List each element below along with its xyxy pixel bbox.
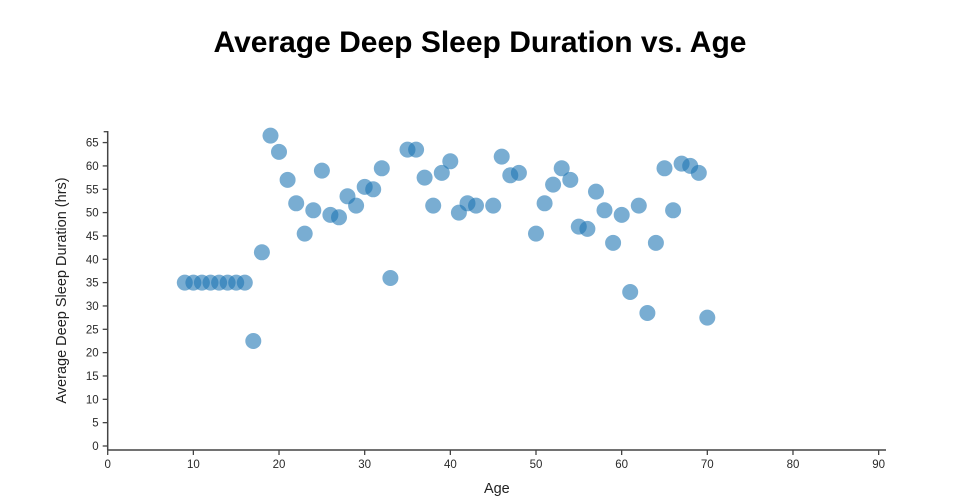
scatter-point	[279, 171, 296, 188]
scatter-point	[553, 160, 570, 177]
scatter-point	[639, 305, 656, 321]
scatter-point	[647, 234, 664, 251]
scatter-point	[305, 202, 322, 219]
x-tick-label: 90	[872, 459, 885, 471]
scatter-point	[485, 197, 502, 214]
y-tick-label: 55	[86, 184, 99, 196]
scatter-point	[236, 274, 253, 291]
x-tick-label: 0	[104, 459, 110, 471]
scatter-point	[699, 309, 716, 326]
x-axis-title: Age	[484, 481, 510, 497]
scatter-point	[373, 160, 390, 177]
scatter-point	[528, 225, 544, 242]
y-tick-label: 35	[86, 278, 99, 290]
y-axis-title: Average Deep Sleep Duration (hrs)	[54, 177, 70, 403]
scatter-point	[365, 181, 382, 198]
x-tick-label: 20	[273, 459, 286, 471]
chart-title: Average Deep Sleep Duration vs. Age	[213, 26, 747, 59]
x-tick-label: 30	[358, 459, 371, 471]
scatter-point	[331, 209, 347, 226]
scatter-point	[579, 220, 596, 237]
scatter-point	[588, 183, 604, 200]
scatter-point	[630, 197, 647, 214]
scatter-point	[313, 162, 330, 179]
x-tick-label: 50	[530, 459, 543, 471]
y-tick-label: 15	[86, 371, 99, 383]
y-tick-label: 65	[86, 138, 99, 150]
scatter-point	[622, 284, 639, 300]
y-axis-ticks: 0 5 10 15 20 25 30 35 40 45 50 55 60 65	[86, 138, 108, 453]
x-axis-ticks: 0 10 20 30 40 50 60 70 80 90	[104, 450, 885, 471]
y-tick-label: 10	[86, 394, 99, 406]
x-tick-label: 60	[615, 459, 628, 471]
scatter-point	[562, 171, 579, 188]
scatter-point	[493, 148, 510, 165]
scatter-point	[271, 143, 287, 160]
scatter-point	[425, 197, 442, 214]
y-tick-label: 40	[86, 254, 99, 266]
scatter-point	[665, 202, 682, 219]
scatter-point	[690, 164, 707, 181]
y-tick-label: 25	[86, 324, 99, 336]
scatter-point	[613, 206, 630, 223]
y-tick-label: 30	[86, 301, 99, 313]
scatter-point	[510, 164, 527, 181]
y-tick-label: 20	[86, 348, 99, 360]
scatter-points	[176, 127, 716, 349]
y-tick-label: 0	[92, 441, 98, 453]
scatter-point	[253, 244, 270, 261]
scatter-point	[596, 202, 613, 219]
scatter-point	[416, 169, 433, 186]
x-tick-label: 10	[187, 459, 200, 471]
scatter-point	[296, 225, 313, 242]
scatter-point	[656, 160, 673, 177]
scatter-point	[262, 127, 279, 144]
scatter-point	[382, 270, 399, 286]
x-tick-label: 80	[787, 459, 800, 471]
y-tick-label: 50	[86, 208, 99, 220]
scatter-point	[605, 234, 622, 251]
scatter-point	[433, 164, 450, 181]
scatter-point	[536, 195, 553, 212]
y-tick-label: 60	[86, 161, 99, 173]
scatter-point	[348, 197, 365, 214]
y-tick-label: 45	[86, 231, 99, 243]
scatter-point	[545, 176, 562, 193]
scatter-point	[442, 153, 459, 170]
scatter-point	[288, 195, 305, 212]
x-tick-label: 40	[444, 459, 457, 471]
scatter-point	[468, 197, 484, 214]
scatter-point	[408, 141, 425, 158]
y-tick-label: 5	[92, 418, 98, 430]
x-tick-label: 70	[701, 459, 714, 471]
scatter-point	[245, 333, 262, 349]
